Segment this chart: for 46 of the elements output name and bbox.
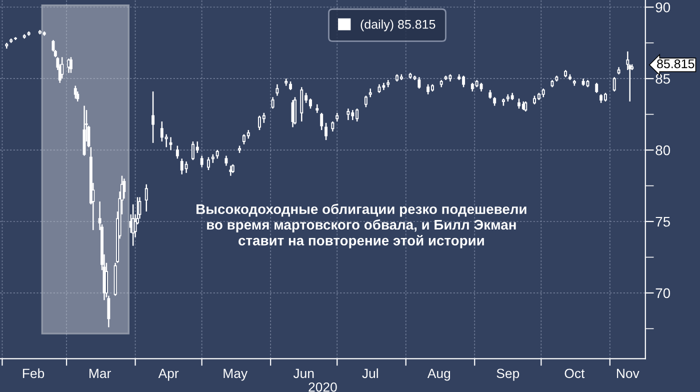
candlestick [144,184,148,212]
candlestick [595,82,598,94]
candlestick [418,76,421,90]
y-tick-label: 85 [656,74,670,84]
candlestick [293,96,296,125]
candlestick [224,155,228,166]
candlestick [200,155,204,168]
candlestick [300,86,304,122]
candlestick [206,156,210,171]
candlestick [271,96,274,110]
candlestick [364,95,368,108]
x-tick-label: Oct [564,368,585,378]
candlestick [426,84,430,95]
x-axis-title: 2020 [308,382,337,392]
x-tick-label: Jul [362,368,378,378]
y-tick-label: 75 [656,216,670,227]
y-tick-label: 90 [656,2,670,12]
candlestick [331,120,334,132]
candlestick [324,122,328,141]
x-tick-label: Nov [617,368,640,378]
x-tick-label: Mar [90,368,111,378]
candlestick [524,100,528,112]
candlestick [518,98,520,110]
candlestick [320,112,324,131]
candlestick [169,136,172,151]
candlestick [262,112,266,124]
legend-label: (daily) 85.815 [360,20,436,32]
annotation: Высокодоходные облигации резко подешевели во время мартовского обвала, и Билл Экман ставит на повторение этой истории [196,204,526,248]
x-tick-label: Sep [496,368,520,381]
x-tick-label: Jun [293,368,314,378]
text: 85.815 [657,59,694,68]
y-tick-label: 80 [656,145,670,156]
x-tick-label: May [224,368,248,381]
y-tick-label: 70 [656,288,670,298]
candlestick [346,108,350,121]
candlestick [132,204,135,246]
candlestick [612,76,616,92]
candlestick [184,160,188,174]
candlestick [69,56,72,74]
candlestick [176,145,179,160]
x-tick-label: Feb [22,368,44,378]
candlestick [74,85,77,100]
x-tick-label: Apr [158,368,179,381]
candlestick [152,90,155,144]
x-tick-label: Aug [427,368,450,381]
candlestick [276,84,279,96]
